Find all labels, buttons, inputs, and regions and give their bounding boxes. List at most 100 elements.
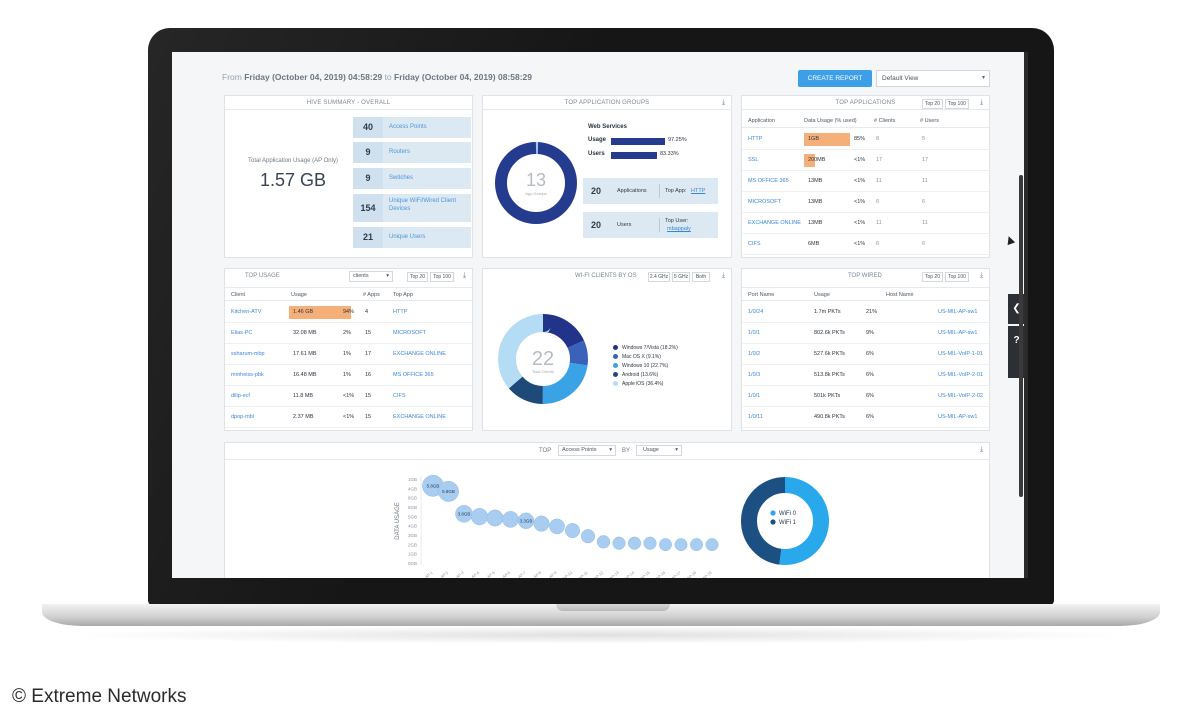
table-row[interactable]: mmheiss-pbk 16.48 MB 1% 16 MS OFFICE 365 xyxy=(225,365,472,386)
legend-item[interactable]: Mac OS X (9.1%) xyxy=(613,354,678,363)
app-name[interactable]: CIFS xyxy=(748,241,761,247)
legend-label[interactable]: WiFi 0 xyxy=(779,511,797,517)
client-name[interactable]: dpop-mbl xyxy=(231,414,254,420)
bubble-point[interactable] xyxy=(565,523,580,539)
table-row[interactable]: 1/0/24 1.7m PKTs 21% US-MIL-AP-sw1 xyxy=(742,302,989,323)
bubble-point[interactable] xyxy=(612,536,626,550)
legend-label[interactable]: WiFi 1 xyxy=(779,520,797,526)
client-name[interactable]: mmheiss-pbk xyxy=(231,372,264,378)
stat-routers[interactable]: 9 Routers xyxy=(353,142,471,163)
table-row[interactable]: dilip-ecf 11.8 MB <1% 15 CIFS xyxy=(225,386,472,407)
port-name[interactable]: 1/0/11 xyxy=(748,414,763,420)
donut-slice[interactable] xyxy=(498,314,588,404)
legend-item[interactable]: Windows 10 (22.7%) xyxy=(613,363,678,372)
table-row[interactable]: dpop-mbl 2.37 MB <1% 15 EXCHANGE ONLINE xyxy=(225,407,472,428)
port-name[interactable]: 1/0/1 xyxy=(748,393,761,399)
download-icon[interactable]: ⤓ xyxy=(721,99,726,106)
bubble-point[interactable] xyxy=(486,509,504,527)
applications-card[interactable]: 20 Applications Top App: HTTP xyxy=(583,178,718,204)
donut-slice[interactable] xyxy=(741,477,829,565)
port-name[interactable]: 1/0/3 xyxy=(748,372,761,378)
tab-top-20[interactable]: Top 20 xyxy=(922,99,943,109)
bubble-point[interactable] xyxy=(659,538,672,552)
bubble-point[interactable] xyxy=(580,529,596,544)
table-row[interactable]: 1/0/1 802.6k PKTs 9% US-MIL-AP-sw1 xyxy=(742,323,989,344)
tab-both[interactable]: Both xyxy=(692,272,710,282)
donut-slice[interactable] xyxy=(498,314,588,404)
table-row[interactable]: SSL 200MB <1% 17 17 xyxy=(742,150,989,171)
top-app[interactable]: EXCHANGE ONLINE xyxy=(393,414,446,420)
app-name[interactable]: SSL xyxy=(748,157,759,163)
host-name[interactable]: US-MIL-AP-sw1 xyxy=(938,414,978,420)
host-name[interactable]: US-MIL-AP-sw1 xyxy=(938,330,978,336)
bubble-point[interactable] xyxy=(596,535,611,549)
create-report-button[interactable]: CREATE REPORT xyxy=(798,70,872,87)
donut-slice[interactable] xyxy=(498,314,588,404)
bubble-point[interactable] xyxy=(438,480,459,502)
download-icon[interactable]: ⤓ xyxy=(462,272,467,279)
table-row[interactable]: Kitchen-ATV 1.46 GB 94% 4 HTTP xyxy=(225,302,472,323)
metric-select[interactable]: Usage ▾ xyxy=(636,445,682,456)
tab-top-20[interactable]: Top 20 xyxy=(407,272,428,282)
bubble-point[interactable] xyxy=(470,508,489,526)
tab-top-20[interactable]: Top 20 xyxy=(922,272,943,282)
tab-top-100[interactable]: Top 100 xyxy=(945,99,969,109)
group-select[interactable]: Access Points ▾ xyxy=(558,445,616,456)
stat-unique-users[interactable]: 21 Unique Users xyxy=(353,227,471,248)
stat-switches[interactable]: 9 Switches xyxy=(353,168,471,189)
bubble-point[interactable] xyxy=(502,511,519,528)
host-name[interactable]: US-MIL-AP-sw1 xyxy=(938,309,978,315)
table-row[interactable]: 1/0/1 501k PKTs 6% US-MIL-VoIP-2-02 xyxy=(742,386,989,407)
top-app[interactable]: HTTP xyxy=(393,309,408,315)
download-icon[interactable]: ⤓ xyxy=(979,272,984,279)
host-name[interactable]: US-MIL-VoIP-2-02 xyxy=(938,393,983,399)
bubble-point[interactable] xyxy=(533,515,550,532)
stat-client-devices[interactable]: 154 Unique WiFi/Wired Client Devices xyxy=(353,194,471,222)
legend-item[interactable]: Windows 7/Vista (18.2%) xyxy=(613,345,678,354)
users-card[interactable]: 20 Users Top User: mbappaly xyxy=(583,212,718,238)
table-row[interactable]: MS OFFICE 365 13MB <1% 11 11 xyxy=(742,171,989,192)
app-name[interactable]: MICROSOFT xyxy=(748,199,781,205)
app-name[interactable]: MS OFFICE 365 xyxy=(748,178,789,184)
client-name[interactable]: dilip-ecf xyxy=(231,393,250,399)
table-row[interactable]: HTTP 1GB 85% 8 5 xyxy=(742,129,989,150)
app-name[interactable]: EXCHANGE ONLINE xyxy=(748,220,801,226)
tab-5-ghz[interactable]: 5 GHz xyxy=(672,272,690,282)
top-app[interactable]: EXCHANGE ONLINE xyxy=(393,351,446,357)
top-app[interactable]: MICROSOFT xyxy=(393,330,426,336)
table-row[interactable]: 1/0/2 527.6k PKTs 6% US-MIL-VoIP-1-01 xyxy=(742,344,989,365)
host-name[interactable]: US-MIL-VoIP-1-01 xyxy=(938,351,983,357)
tab-top-100[interactable]: Top 100 xyxy=(430,272,454,282)
table-row[interactable]: 1/0/11 490.8k PKTs 6% US-MIL-AP-sw1 xyxy=(742,407,989,428)
legend-item[interactable]: Android (13.6%) xyxy=(613,372,678,381)
client-name[interactable]: Kitchen-ATV xyxy=(231,309,262,315)
bubble-point[interactable] xyxy=(627,536,642,550)
legend-item[interactable]: Apple iOS (36.4%) xyxy=(613,381,678,390)
top-app[interactable]: MS OFFICE 365 xyxy=(393,372,434,378)
bubble-point[interactable] xyxy=(643,536,657,550)
bubble-point[interactable] xyxy=(705,538,719,552)
port-name[interactable]: 1/0/2 xyxy=(748,351,761,357)
bubble-point[interactable] xyxy=(549,518,565,535)
table-row[interactable]: EXCHANGE ONLINE 13MB <1% 11 11 xyxy=(742,213,989,234)
table-row[interactable]: ssharum-mbp 17.61 MB 1% 17 EXCHANGE ONLINE xyxy=(225,344,472,365)
download-icon[interactable]: ⤓ xyxy=(979,99,984,106)
host-name[interactable]: US-MIL-VoIP-2-01 xyxy=(938,372,983,378)
table-row[interactable]: 1/0/3 513.8k PKTs 6% US-MIL-VoIP-2-01 xyxy=(742,365,989,386)
tab-top-100[interactable]: Top 100 xyxy=(945,272,969,282)
bubble-point[interactable] xyxy=(674,538,688,552)
tab-2-4-ghz[interactable]: 2.4 GHz xyxy=(648,272,670,282)
table-row[interactable]: Elias-PC 32.08 MB 2% 15 MICROSOFT xyxy=(225,323,472,344)
bubble-point[interactable] xyxy=(690,538,703,552)
download-icon[interactable]: ⤓ xyxy=(721,272,726,279)
view-select[interactable]: Default View ▾ xyxy=(876,70,990,87)
bubble-point[interactable] xyxy=(517,512,535,530)
stat-access-points[interactable]: 40 Access Points xyxy=(353,117,471,138)
table-row[interactable]: CIFS 6MB <1% 6 6 xyxy=(742,234,989,255)
top-user-link[interactable]: mbappaly xyxy=(667,226,691,232)
client-name[interactable]: ssharum-mbp xyxy=(231,351,265,357)
download-icon[interactable]: ⤓ xyxy=(979,446,984,453)
table-row[interactable]: MICROSOFT 13MB <1% 6 6 xyxy=(742,192,989,213)
clients-select[interactable]: clients ▾ xyxy=(349,271,393,282)
port-name[interactable]: 1/0/1 xyxy=(748,330,761,336)
